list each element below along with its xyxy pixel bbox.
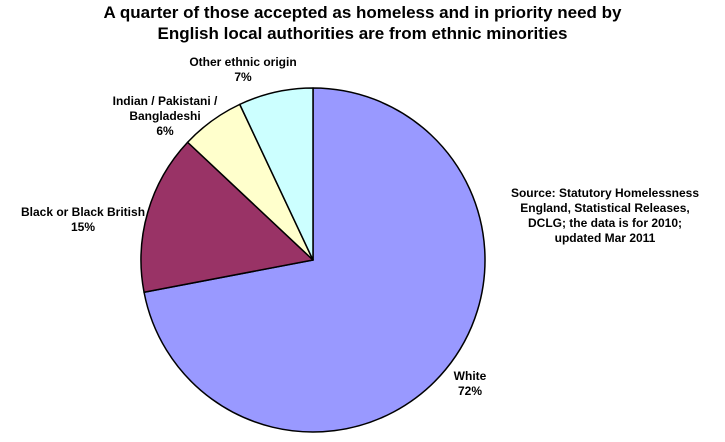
slice-label-indian-value: 6% [156, 124, 174, 138]
pie-slice-other [239, 87, 314, 261]
slice-label-indian-name-1: Indian / Pakistani / [112, 94, 218, 108]
slice-label-indian-name-2: Bangladeshi [129, 109, 201, 123]
slice-label-white: White 72% [430, 369, 510, 399]
pie-slice-black [140, 141, 314, 293]
pie-slice-white [143, 87, 486, 433]
source-note-line-2: England, Statistical Releases, [520, 201, 690, 215]
slice-label-indian: Indian / Pakistani / Bangladeshi 6% [95, 94, 235, 139]
slice-label-black-value: 15% [70, 220, 96, 234]
slice-label-other-value: 7% [234, 70, 252, 84]
source-note-line-3: DCLG; the data is for 2010; [527, 216, 683, 230]
source-note: Source: Statutory Homelessness England, … [510, 186, 700, 246]
source-note-line-4: updated Mar 2011 [554, 231, 656, 245]
source-note-line-1: Source: Statutory Homelessness [510, 186, 700, 200]
slice-label-other-name: Other ethnic origin [189, 55, 297, 69]
slice-label-black-name: Black or Black British [20, 205, 146, 219]
slice-label-black: Black or Black British 15% [8, 205, 158, 235]
chart-title-line-2: English local authorities are from ethni… [157, 24, 568, 43]
slice-label-white-value: 72% [457, 384, 483, 398]
slice-label-other: Other ethnic origin 7% [173, 55, 313, 85]
chart-title-line-1: A quarter of those accepted as homeless … [103, 3, 622, 22]
chart-title: A quarter of those accepted as homeless … [0, 2, 725, 44]
slice-label-white-name: White [453, 369, 487, 383]
